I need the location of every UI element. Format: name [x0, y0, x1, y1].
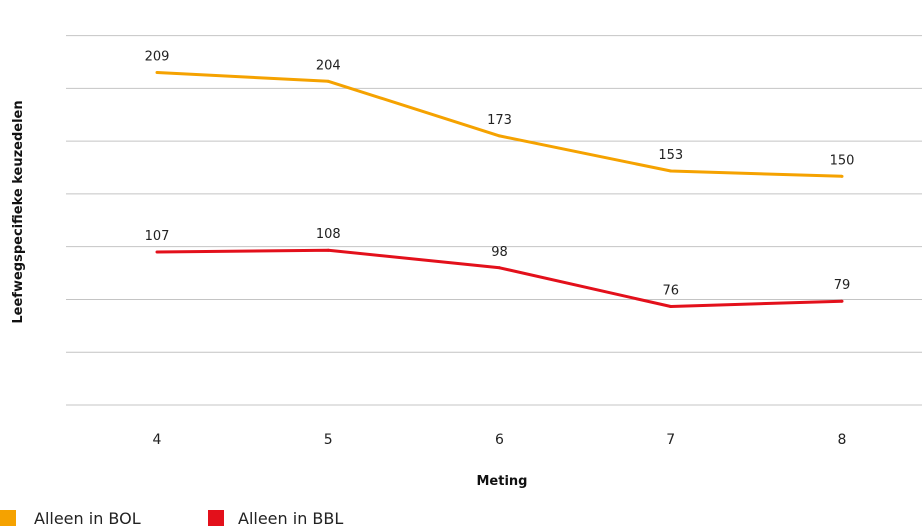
gridlines	[66, 35, 922, 406]
data-label-0-2: 173	[487, 113, 512, 128]
data-label-1-3: 76	[662, 283, 679, 298]
legend-swatch-bol	[0, 510, 16, 526]
data-label-1-1: 108	[316, 227, 341, 242]
data-label-1-4: 79	[834, 278, 851, 293]
data-point-1-4	[840, 299, 844, 303]
data-point-1-2	[498, 266, 501, 270]
y-axis-title: Leefwegspecifieke keuzedelen	[11, 100, 26, 323]
data-point-1-1	[326, 248, 330, 252]
legend-swatch-bbl	[208, 510, 224, 526]
data-label-0-0: 209	[145, 50, 170, 65]
legend: Alleen in BOL Alleen in BBL	[0, 509, 343, 527]
x-tick-label-6: 6	[495, 432, 504, 448]
legend-label-bbl: Alleen in BBL	[238, 509, 343, 527]
x-tick-label-4: 4	[153, 432, 162, 448]
x-tick-label-7: 7	[666, 432, 675, 448]
data-label-0-1: 204	[316, 58, 341, 73]
data-label-1-2: 98	[491, 245, 508, 260]
data-point-0-1	[326, 79, 330, 83]
data-point-0-4	[840, 174, 844, 178]
data-label-1-0: 107	[145, 229, 170, 244]
data-point-0-2	[498, 134, 501, 138]
x-tick-label-8: 8	[838, 432, 847, 448]
data-point-1-3	[669, 304, 673, 308]
data-point-0-0	[155, 71, 159, 75]
data-label-0-3: 153	[658, 148, 683, 163]
data-point-0-3	[669, 169, 673, 173]
x-axis-ticks: 4 5 6 7 8	[153, 432, 847, 448]
data-point-1-0	[155, 250, 159, 254]
x-axis-title: Meting	[477, 474, 528, 489]
data-label-0-4: 150	[830, 153, 855, 168]
data-labels: 209 204 173 153 150 107 108 98 76 79	[145, 50, 855, 299]
series-lines	[155, 71, 844, 308]
x-tick-label-5: 5	[324, 432, 333, 448]
legend-label-bol: Alleen in BOL	[34, 509, 141, 527]
